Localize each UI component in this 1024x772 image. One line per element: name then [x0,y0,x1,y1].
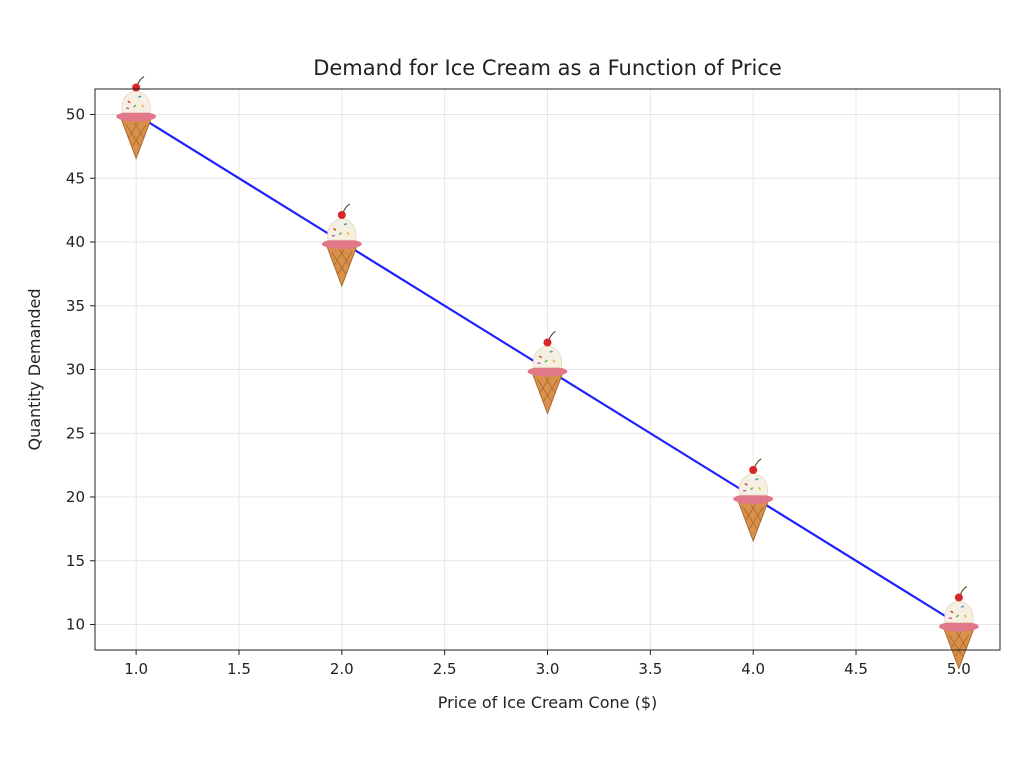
x-tick-label: 4.0 [741,660,765,678]
y-tick-label: 40 [66,233,85,251]
y-tick-label: 10 [66,616,85,634]
x-tick-label: 1.5 [227,660,251,678]
x-tick-label: 2.5 [433,660,457,678]
chart-title: Demand for Ice Cream as a Function of Pr… [313,56,782,80]
x-tick-label: 1.0 [124,660,148,678]
ice-cream-cone-icon [938,586,980,669]
x-tick-label: 4.5 [844,660,868,678]
x-tick-label: 2.0 [330,660,354,678]
y-tick-label: 20 [66,488,85,506]
plot-area-frame [94,88,1001,651]
y-tick-label: 45 [66,169,85,187]
y-tick-label: 15 [66,552,85,570]
ice-cream-cone-icon [527,331,568,414]
y-tick-label: 25 [66,424,85,442]
x-tick-label: 3.5 [638,660,662,678]
x-tick-label: 3.0 [536,660,560,678]
x-axis-label: Price of Ice Cream Cone ($) [438,693,657,712]
ice-cream-cone-icon [732,458,774,542]
y-tick-label: 30 [66,361,85,379]
y-axis-label: Quantity Demanded [25,288,44,450]
x-tick-label: 5.0 [947,660,971,678]
ice-cream-cone-icon [321,203,363,287]
y-tick-label: 35 [66,297,85,315]
y-tick-label: 50 [66,106,85,124]
axis-ticks: 1.0 1.5 2.0 2.5 3.0 3.5 4.0 4.5 5.0 10 15 20 25 30 35 4… [66,106,971,679]
